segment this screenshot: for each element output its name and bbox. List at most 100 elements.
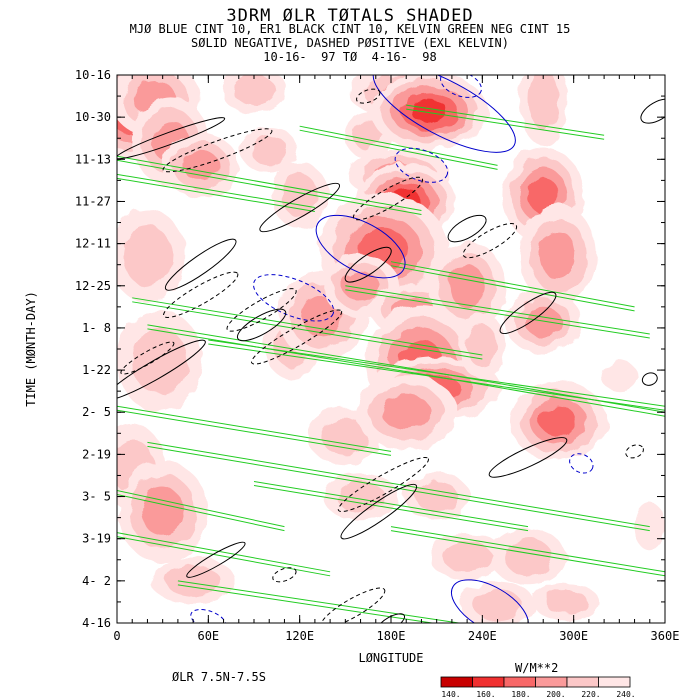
- kelvin-contour: [299, 129, 498, 170]
- units-label: W/M**2: [515, 661, 559, 675]
- y-axis-label: TIME (MØNTH-DAY): [24, 291, 38, 407]
- x-tick-label: 180E: [377, 629, 406, 643]
- x-axis-label: LØNGITUDE: [358, 651, 423, 665]
- olr-blob-level: [410, 99, 448, 124]
- er1-contour: [356, 88, 381, 104]
- y-tick-label: 4-16: [82, 616, 111, 630]
- kelvin-contour: [147, 445, 650, 532]
- olr-blob: [520, 205, 597, 307]
- olr-blob-level: [634, 502, 665, 551]
- kelvin-contour: [390, 261, 635, 308]
- olr-blob-level: [601, 361, 638, 392]
- y-tick-label: 10-16: [75, 68, 111, 82]
- olr-blob-level: [122, 225, 172, 286]
- kelvin-contour: [147, 324, 422, 371]
- y-tick-label: 12-25: [75, 279, 111, 293]
- y-tick-label: 2- 5: [82, 405, 111, 419]
- olr-blob-level: [528, 75, 559, 130]
- olr-blob-level: [141, 487, 184, 536]
- olr-blob-level: [473, 589, 522, 621]
- olr-blob: [490, 528, 566, 585]
- olr-blob-level: [381, 394, 431, 431]
- olr-blob-level: [540, 231, 577, 280]
- olr-blob: [240, 127, 298, 174]
- olr-blob-level: [528, 177, 559, 214]
- kelvin-contour: [132, 301, 483, 360]
- er1-contour: [320, 587, 386, 623]
- olr-blob-level: [540, 406, 577, 437]
- mjo-contour: [569, 453, 594, 474]
- er1-contour: [117, 339, 206, 401]
- colorbar-label: 240.: [616, 690, 635, 699]
- colorbar-label: 140.: [441, 690, 460, 699]
- colorbar-swatch: [440, 676, 473, 688]
- er1-contour: [236, 308, 287, 342]
- kelvin-contour: [117, 490, 285, 528]
- er1-contour: [352, 176, 424, 221]
- olr-blob-level: [544, 589, 588, 614]
- er1-contour: [337, 456, 429, 513]
- x-tick-label: 60E: [197, 629, 219, 643]
- colorbar-label: 200.: [546, 690, 565, 699]
- olr-blob-level: [524, 306, 562, 337]
- olr-blob: [322, 473, 399, 520]
- kelvin-contour: [253, 484, 529, 532]
- olr-blob-level: [503, 538, 553, 575]
- kelvin-contour: [299, 125, 498, 166]
- x-tick-label: 300E: [559, 629, 588, 643]
- olr-blob-level: [467, 324, 498, 368]
- chart-subtitle-linestyle: SØLID NEGATIVE, DASHED PØSITIVE (EXL KEL…: [191, 36, 509, 50]
- olr-blob-level: [281, 174, 319, 217]
- er1-contour: [117, 117, 226, 160]
- olr-blob-level: [232, 75, 276, 106]
- mjo-contour: [372, 75, 516, 153]
- x-tick-label: 120E: [285, 629, 314, 643]
- er1-contour: [226, 288, 297, 332]
- olr-blob: [429, 533, 505, 581]
- er1-contour: [186, 541, 246, 578]
- olr-blob: [403, 473, 470, 520]
- colorbar-swatch: [598, 676, 631, 688]
- kelvin-contour: [117, 532, 331, 573]
- colorbar-swatch: [503, 676, 536, 688]
- er1-contour: [640, 98, 665, 124]
- y-tick-label: 1-22: [82, 363, 111, 377]
- kelvin-contour: [253, 480, 529, 528]
- y-tick-label: 3- 5: [82, 490, 111, 504]
- olr-blob: [370, 75, 488, 150]
- olr-blob: [428, 241, 506, 331]
- er1-contour: [163, 271, 239, 318]
- er1-contour: [120, 341, 175, 375]
- mjo-contour: [394, 147, 449, 183]
- er1-contour: [340, 483, 418, 540]
- kelvin-contour: [390, 530, 665, 577]
- olr-blob-level: [353, 120, 384, 151]
- olr-blob: [458, 313, 506, 379]
- er1-contour: [162, 128, 273, 173]
- kelvin-contour-layer: [117, 104, 665, 623]
- kelvin-contour: [117, 409, 392, 456]
- er1-contour: [376, 613, 406, 623]
- olr-blob-level: [132, 327, 188, 395]
- y-tick-label: 11-13: [75, 152, 111, 166]
- olr-blob: [117, 209, 186, 303]
- kelvin-contour: [390, 526, 665, 573]
- olr-blob: [355, 374, 458, 451]
- mjo-contour: [440, 75, 482, 98]
- y-tick-label: 4- 2: [82, 574, 111, 588]
- kelvin-contour: [147, 441, 650, 528]
- x-tick-label: 240E: [468, 629, 497, 643]
- er1-contour: [462, 223, 518, 259]
- colorbar-label: 220.: [581, 690, 600, 699]
- axes: 0 60E 120E 180E 240E 300E 360E 10-16 10-30 11-13 1…: [75, 68, 680, 643]
- kelvin-contour: [117, 173, 315, 208]
- olr-blob: [221, 75, 287, 114]
- kelvin-contour: [117, 159, 422, 215]
- olr-blob-level: [336, 481, 385, 512]
- er1-contour: [641, 372, 658, 386]
- y-tick-label: 1- 8: [82, 321, 111, 335]
- olr-blob: [634, 502, 665, 551]
- er1-contour: [251, 309, 343, 365]
- olr-blob: [601, 361, 638, 392]
